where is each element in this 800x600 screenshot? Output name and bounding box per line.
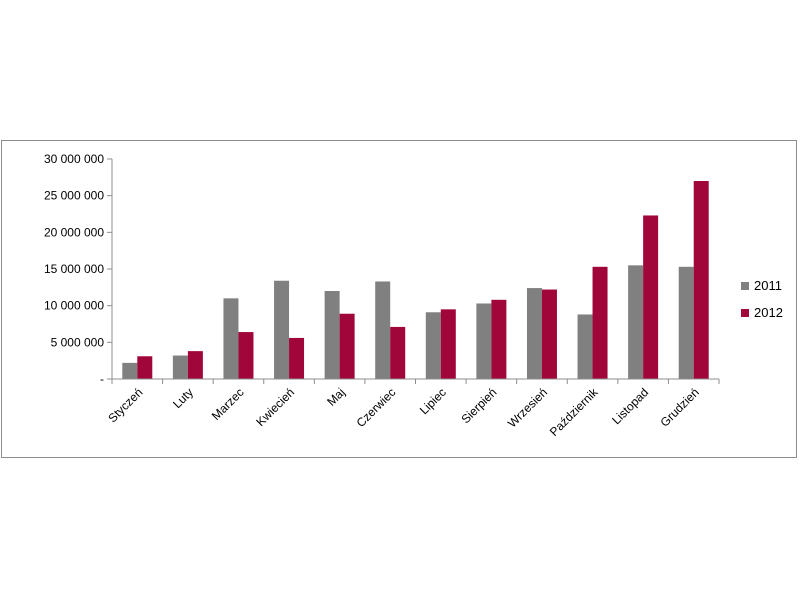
y-tick-label: 25 000 000 xyxy=(44,189,104,203)
x-tick-label: Czerwiec xyxy=(354,385,399,430)
bar-2012-3 xyxy=(238,332,254,379)
bar-chart: - 5 000 000 10 000 000 15 000 000 20 000 000… xyxy=(44,152,783,439)
y-tick-label: 10 000 000 xyxy=(44,299,104,313)
y-axis: - 5 000 000 10 000 000 15 000 000 20 000 000… xyxy=(44,152,113,386)
y-tick-label: 30 000 000 xyxy=(44,152,104,166)
bar-2012-10 xyxy=(592,266,608,379)
legend-label-2011: 2011 xyxy=(754,278,782,293)
bar-2011-5 xyxy=(324,291,340,379)
bar-2012-1 xyxy=(137,356,153,379)
bar-2012-2 xyxy=(187,351,203,379)
y-tick-label: - xyxy=(100,372,104,386)
chart-frame: - 5 000 000 10 000 000 15 000 000 20 000 000… xyxy=(1,140,797,458)
bar-2012-6 xyxy=(390,326,406,379)
x-tick-label: Listopad xyxy=(609,385,651,427)
x-tick-label: Marzec xyxy=(209,385,247,423)
bar-2012-4 xyxy=(289,337,305,379)
x-tick-label: Luty xyxy=(170,385,196,411)
bar-2011-4 xyxy=(274,280,290,379)
bar-2011-3 xyxy=(223,298,239,379)
bar-2011-1 xyxy=(122,362,138,379)
y-tick-label: 20 000 000 xyxy=(44,225,104,239)
y-tick-label: 5 000 000 xyxy=(51,335,105,349)
bar-2012-12 xyxy=(693,181,709,379)
x-tick-label: Kwiecień xyxy=(253,385,297,429)
x-tick-label: Sierpień xyxy=(458,385,499,426)
bar-2011-12 xyxy=(678,266,694,379)
x-tick-label: Styczeń xyxy=(105,385,145,425)
bar-2011-10 xyxy=(577,314,593,379)
bar-2012-5 xyxy=(339,313,355,379)
legend-swatch-2011 xyxy=(741,282,749,290)
bar-2011-11 xyxy=(628,265,644,379)
bar-2011-2 xyxy=(172,355,188,379)
bar-2011-9 xyxy=(526,288,542,379)
x-tick-label: Lipiec xyxy=(417,385,449,417)
y-tick-label: 15 000 000 xyxy=(44,262,104,276)
x-tick-label: Październik xyxy=(547,385,601,439)
legend-label-2012: 2012 xyxy=(754,305,783,320)
bar-2011-6 xyxy=(375,281,391,379)
bar-2011-8 xyxy=(476,303,492,379)
bar-2012-9 xyxy=(541,289,557,379)
x-tick-label: Wrzesień xyxy=(505,385,550,430)
bar-2012-7 xyxy=(440,309,456,379)
bar-2012-8 xyxy=(491,299,507,379)
bar-2012-11 xyxy=(643,215,659,379)
x-tick-label: Grudzień xyxy=(657,385,701,429)
x-tick-label: Maj xyxy=(324,385,348,409)
legend-swatch-2012 xyxy=(741,309,749,317)
bar-2011-7 xyxy=(425,312,441,379)
x-axis: Styczeń Luty Marzec Kwiecień Maj Czerwiec Lipi… xyxy=(105,378,720,439)
bars xyxy=(122,181,709,379)
legend: 2011 2012 xyxy=(741,278,783,320)
